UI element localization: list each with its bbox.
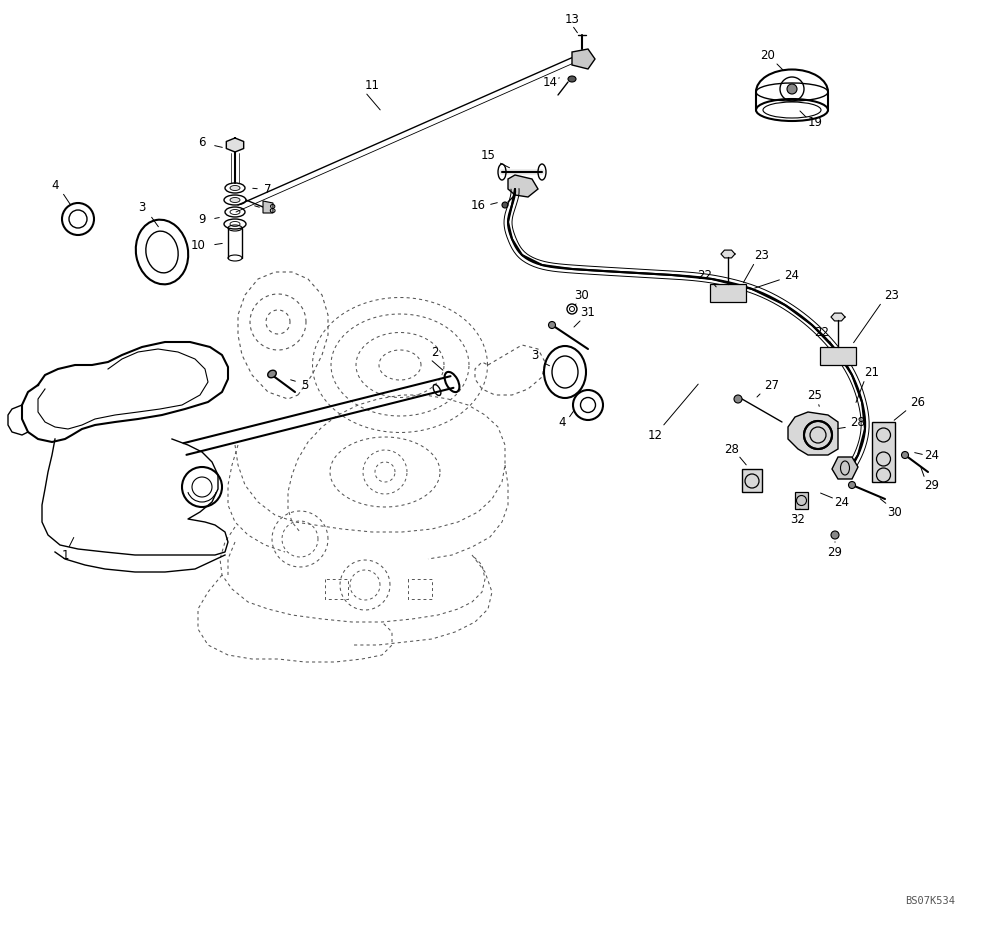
Ellipse shape [848, 482, 856, 489]
Text: 26: 26 [910, 396, 926, 409]
Text: 30: 30 [575, 289, 589, 302]
Polygon shape [872, 423, 895, 482]
Polygon shape [820, 348, 856, 365]
Polygon shape [795, 492, 808, 510]
Polygon shape [226, 139, 244, 153]
Text: 29: 29 [924, 479, 940, 492]
Text: 22: 22 [698, 269, 712, 282]
Text: 30: 30 [888, 506, 902, 519]
Text: BS07K534: BS07K534 [905, 895, 955, 905]
Text: 24: 24 [834, 496, 850, 509]
Text: 3: 3 [138, 201, 146, 214]
Ellipse shape [568, 77, 576, 83]
Text: 4: 4 [558, 416, 566, 429]
Text: 14: 14 [542, 76, 558, 89]
Text: 24: 24 [784, 269, 800, 282]
Circle shape [787, 85, 797, 95]
Text: 20: 20 [761, 49, 775, 62]
Ellipse shape [502, 203, 508, 209]
Text: 32: 32 [791, 513, 805, 526]
Text: 7: 7 [264, 184, 272, 197]
Ellipse shape [734, 396, 742, 403]
Ellipse shape [831, 531, 839, 540]
Text: 2: 2 [431, 346, 439, 359]
Polygon shape [263, 202, 273, 214]
Text: 9: 9 [198, 213, 206, 226]
Text: 13: 13 [565, 14, 579, 27]
Text: 5: 5 [301, 379, 309, 392]
Text: 10: 10 [191, 239, 205, 252]
Text: 22: 22 [815, 326, 830, 339]
Polygon shape [832, 458, 858, 479]
Text: 6: 6 [198, 136, 206, 149]
Text: 8: 8 [268, 203, 276, 216]
Text: 3: 3 [531, 349, 539, 362]
Polygon shape [742, 469, 762, 492]
Text: 25: 25 [808, 389, 822, 402]
Ellipse shape [230, 198, 240, 203]
Ellipse shape [548, 323, 556, 329]
Ellipse shape [268, 371, 276, 378]
Polygon shape [831, 313, 845, 322]
Text: 11: 11 [364, 80, 380, 93]
Text: 1: 1 [61, 549, 69, 562]
Text: 28: 28 [851, 416, 865, 429]
Text: 27: 27 [765, 379, 780, 392]
Text: 23: 23 [755, 249, 769, 262]
Polygon shape [788, 413, 838, 455]
Text: 19: 19 [808, 117, 822, 130]
Polygon shape [508, 176, 538, 197]
Text: 4: 4 [51, 179, 59, 192]
Text: 16: 16 [471, 199, 486, 212]
Text: 29: 29 [828, 546, 842, 559]
Text: 15: 15 [481, 149, 495, 162]
Text: 24: 24 [924, 449, 940, 462]
Polygon shape [710, 285, 746, 303]
Ellipse shape [230, 186, 240, 191]
Polygon shape [572, 50, 595, 70]
Ellipse shape [902, 452, 909, 459]
Text: 31: 31 [581, 306, 595, 319]
Polygon shape [721, 251, 735, 259]
Text: 23: 23 [885, 289, 899, 302]
Text: 12: 12 [648, 429, 662, 442]
Text: 21: 21 [865, 366, 880, 379]
Text: 28: 28 [725, 443, 739, 456]
